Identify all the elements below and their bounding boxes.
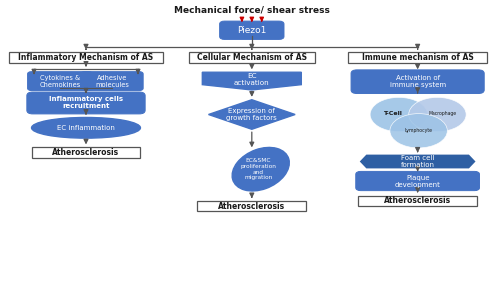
Text: Inflammatory Mechanism of AS: Inflammatory Mechanism of AS bbox=[18, 53, 154, 62]
Text: EC&SMC
proliferation
and
migration: EC&SMC proliferation and migration bbox=[240, 158, 276, 180]
Text: Macrophage: Macrophage bbox=[428, 111, 456, 116]
Text: Lymphocyte: Lymphocyte bbox=[404, 128, 432, 133]
FancyBboxPatch shape bbox=[198, 201, 306, 211]
Text: Cytokines &
Chemokines: Cytokines & Chemokines bbox=[40, 75, 80, 88]
Text: Atherosclerosis: Atherosclerosis bbox=[384, 196, 451, 205]
Circle shape bbox=[370, 97, 428, 132]
Circle shape bbox=[408, 97, 466, 132]
Text: EC
activation: EC activation bbox=[234, 73, 270, 86]
FancyBboxPatch shape bbox=[32, 147, 140, 158]
Ellipse shape bbox=[32, 117, 140, 138]
Text: Atherosclerosis: Atherosclerosis bbox=[218, 202, 286, 211]
FancyBboxPatch shape bbox=[10, 52, 162, 63]
Text: EC inflammation: EC inflammation bbox=[57, 125, 115, 131]
Text: Expression of
growth factors: Expression of growth factors bbox=[226, 108, 277, 121]
Text: Atherosclerosis: Atherosclerosis bbox=[52, 148, 120, 157]
Text: Adhesive
molecules: Adhesive molecules bbox=[95, 75, 129, 88]
Circle shape bbox=[390, 114, 448, 148]
Text: Foam cell
formation: Foam cell formation bbox=[400, 155, 434, 168]
Polygon shape bbox=[208, 100, 295, 129]
FancyBboxPatch shape bbox=[188, 52, 315, 63]
FancyBboxPatch shape bbox=[81, 72, 143, 91]
Ellipse shape bbox=[232, 147, 289, 191]
Text: Plaque
development: Plaque development bbox=[394, 175, 440, 187]
FancyBboxPatch shape bbox=[358, 195, 477, 206]
Text: T-Cell: T-Cell bbox=[384, 111, 402, 116]
FancyBboxPatch shape bbox=[220, 21, 284, 40]
FancyBboxPatch shape bbox=[28, 72, 92, 91]
Text: Immune mechanism of AS: Immune mechanism of AS bbox=[362, 53, 474, 62]
Text: Activation of
immune system: Activation of immune system bbox=[390, 75, 446, 88]
FancyBboxPatch shape bbox=[348, 52, 487, 63]
FancyBboxPatch shape bbox=[351, 70, 484, 94]
Text: Mechanical force/ shear stress: Mechanical force/ shear stress bbox=[174, 6, 330, 15]
FancyBboxPatch shape bbox=[27, 92, 145, 114]
Polygon shape bbox=[202, 72, 302, 90]
Text: Cellular Mechanism of AS: Cellular Mechanism of AS bbox=[197, 53, 307, 62]
Text: Inflammatory cells
recruitment: Inflammatory cells recruitment bbox=[49, 97, 123, 110]
Polygon shape bbox=[360, 155, 474, 168]
FancyBboxPatch shape bbox=[356, 171, 480, 191]
Text: Piezo1: Piezo1 bbox=[237, 26, 266, 35]
